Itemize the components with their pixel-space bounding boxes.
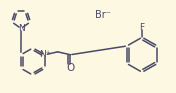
Text: Br⁻: Br⁻: [95, 10, 111, 20]
Text: N: N: [18, 24, 24, 33]
Text: N⁺: N⁺: [39, 50, 51, 59]
Text: O: O: [66, 63, 74, 73]
Text: F: F: [140, 23, 145, 32]
